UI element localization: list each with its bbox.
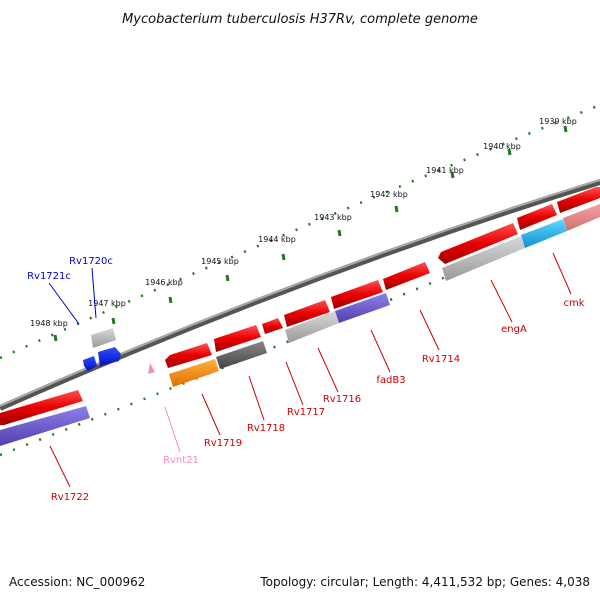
feature-rv1716[interactable] <box>285 311 339 343</box>
gene-label: Rv1716 <box>323 394 361 405</box>
gene-arrow-rv1714[interactable] <box>383 262 430 290</box>
topology-text: Topology: circular; Length: 4,411,532 bp… <box>259 575 590 589</box>
feature-cmk[interactable] <box>521 219 567 248</box>
gene-label: Rv1721c <box>27 271 71 282</box>
feature-rv1722[interactable] <box>0 406 90 446</box>
feature-fadb3[interactable] <box>335 293 390 323</box>
gene-label: Rvnt21 <box>163 455 199 466</box>
tick-label: 1946 kbp <box>145 278 183 287</box>
tick-label: 1947 kbp <box>88 299 126 308</box>
gene-arrow-next[interactable] <box>557 187 600 213</box>
tick-label: 1940 kbp <box>483 142 521 151</box>
gene-label: Rv1722 <box>51 492 89 503</box>
feature-rv1718[interactable] <box>216 341 267 369</box>
gene-label: cmk <box>563 298 584 309</box>
gene-label: fadB3 <box>376 375 405 386</box>
gene-label: Rv1719 <box>204 438 242 449</box>
gene-arrow-cmk[interactable] <box>517 204 557 230</box>
gene-label: Rv1714 <box>422 354 460 365</box>
genome-backbone <box>0 179 600 411</box>
major-ticks <box>53 125 568 342</box>
label-leaders <box>48 252 572 488</box>
gene-arrow-rv1722[interactable] <box>0 390 83 425</box>
feature-enga[interactable] <box>442 236 525 281</box>
tick-label: 1939 kbp <box>539 117 577 126</box>
forward-strand-genes <box>0 187 600 425</box>
gene-arrow-fadb3[interactable] <box>331 280 383 309</box>
feature-rv1719[interactable] <box>169 359 219 387</box>
tick-label: 1944 kbp <box>258 235 296 244</box>
accession-text: Accession: NC_000962 <box>9 575 145 589</box>
tick-label: 1943 kbp <box>314 213 352 222</box>
feature-next[interactable] <box>563 204 600 231</box>
tick-label: 1948 kbp <box>30 319 68 328</box>
gene-arrow-rv1720c-cds[interactable] <box>98 347 121 366</box>
gene-arrow-rv1718[interactable] <box>214 325 261 352</box>
map-title: Mycobacterium tuberculosis H37Rv, comple… <box>122 12 478 27</box>
gene-label: engA <box>501 324 527 335</box>
gene-arrow-rv1716[interactable] <box>284 300 330 327</box>
gene-label: Rv1720c <box>69 256 113 267</box>
tick-label: 1945 kbp <box>201 257 239 266</box>
genome-backbone-highlight <box>0 179 600 407</box>
gene-arrow-rv1721c[interactable] <box>83 356 97 371</box>
rna-marker-rvnt21[interactable] <box>148 363 155 374</box>
gene-label: Rv1718 <box>247 423 285 434</box>
gene-arrow-rv1719[interactable] <box>165 343 212 368</box>
feature-track <box>0 204 600 446</box>
gene-arrow-rv1720c[interactable] <box>91 328 116 348</box>
gene-arrow-rv1717[interactable] <box>262 318 283 334</box>
gene-label: Rv1717 <box>287 407 325 418</box>
tick-label: 1942 kbp <box>370 190 408 199</box>
tick-label: 1941 kbp <box>426 166 464 175</box>
gene-arrow-enga[interactable] <box>438 223 518 264</box>
